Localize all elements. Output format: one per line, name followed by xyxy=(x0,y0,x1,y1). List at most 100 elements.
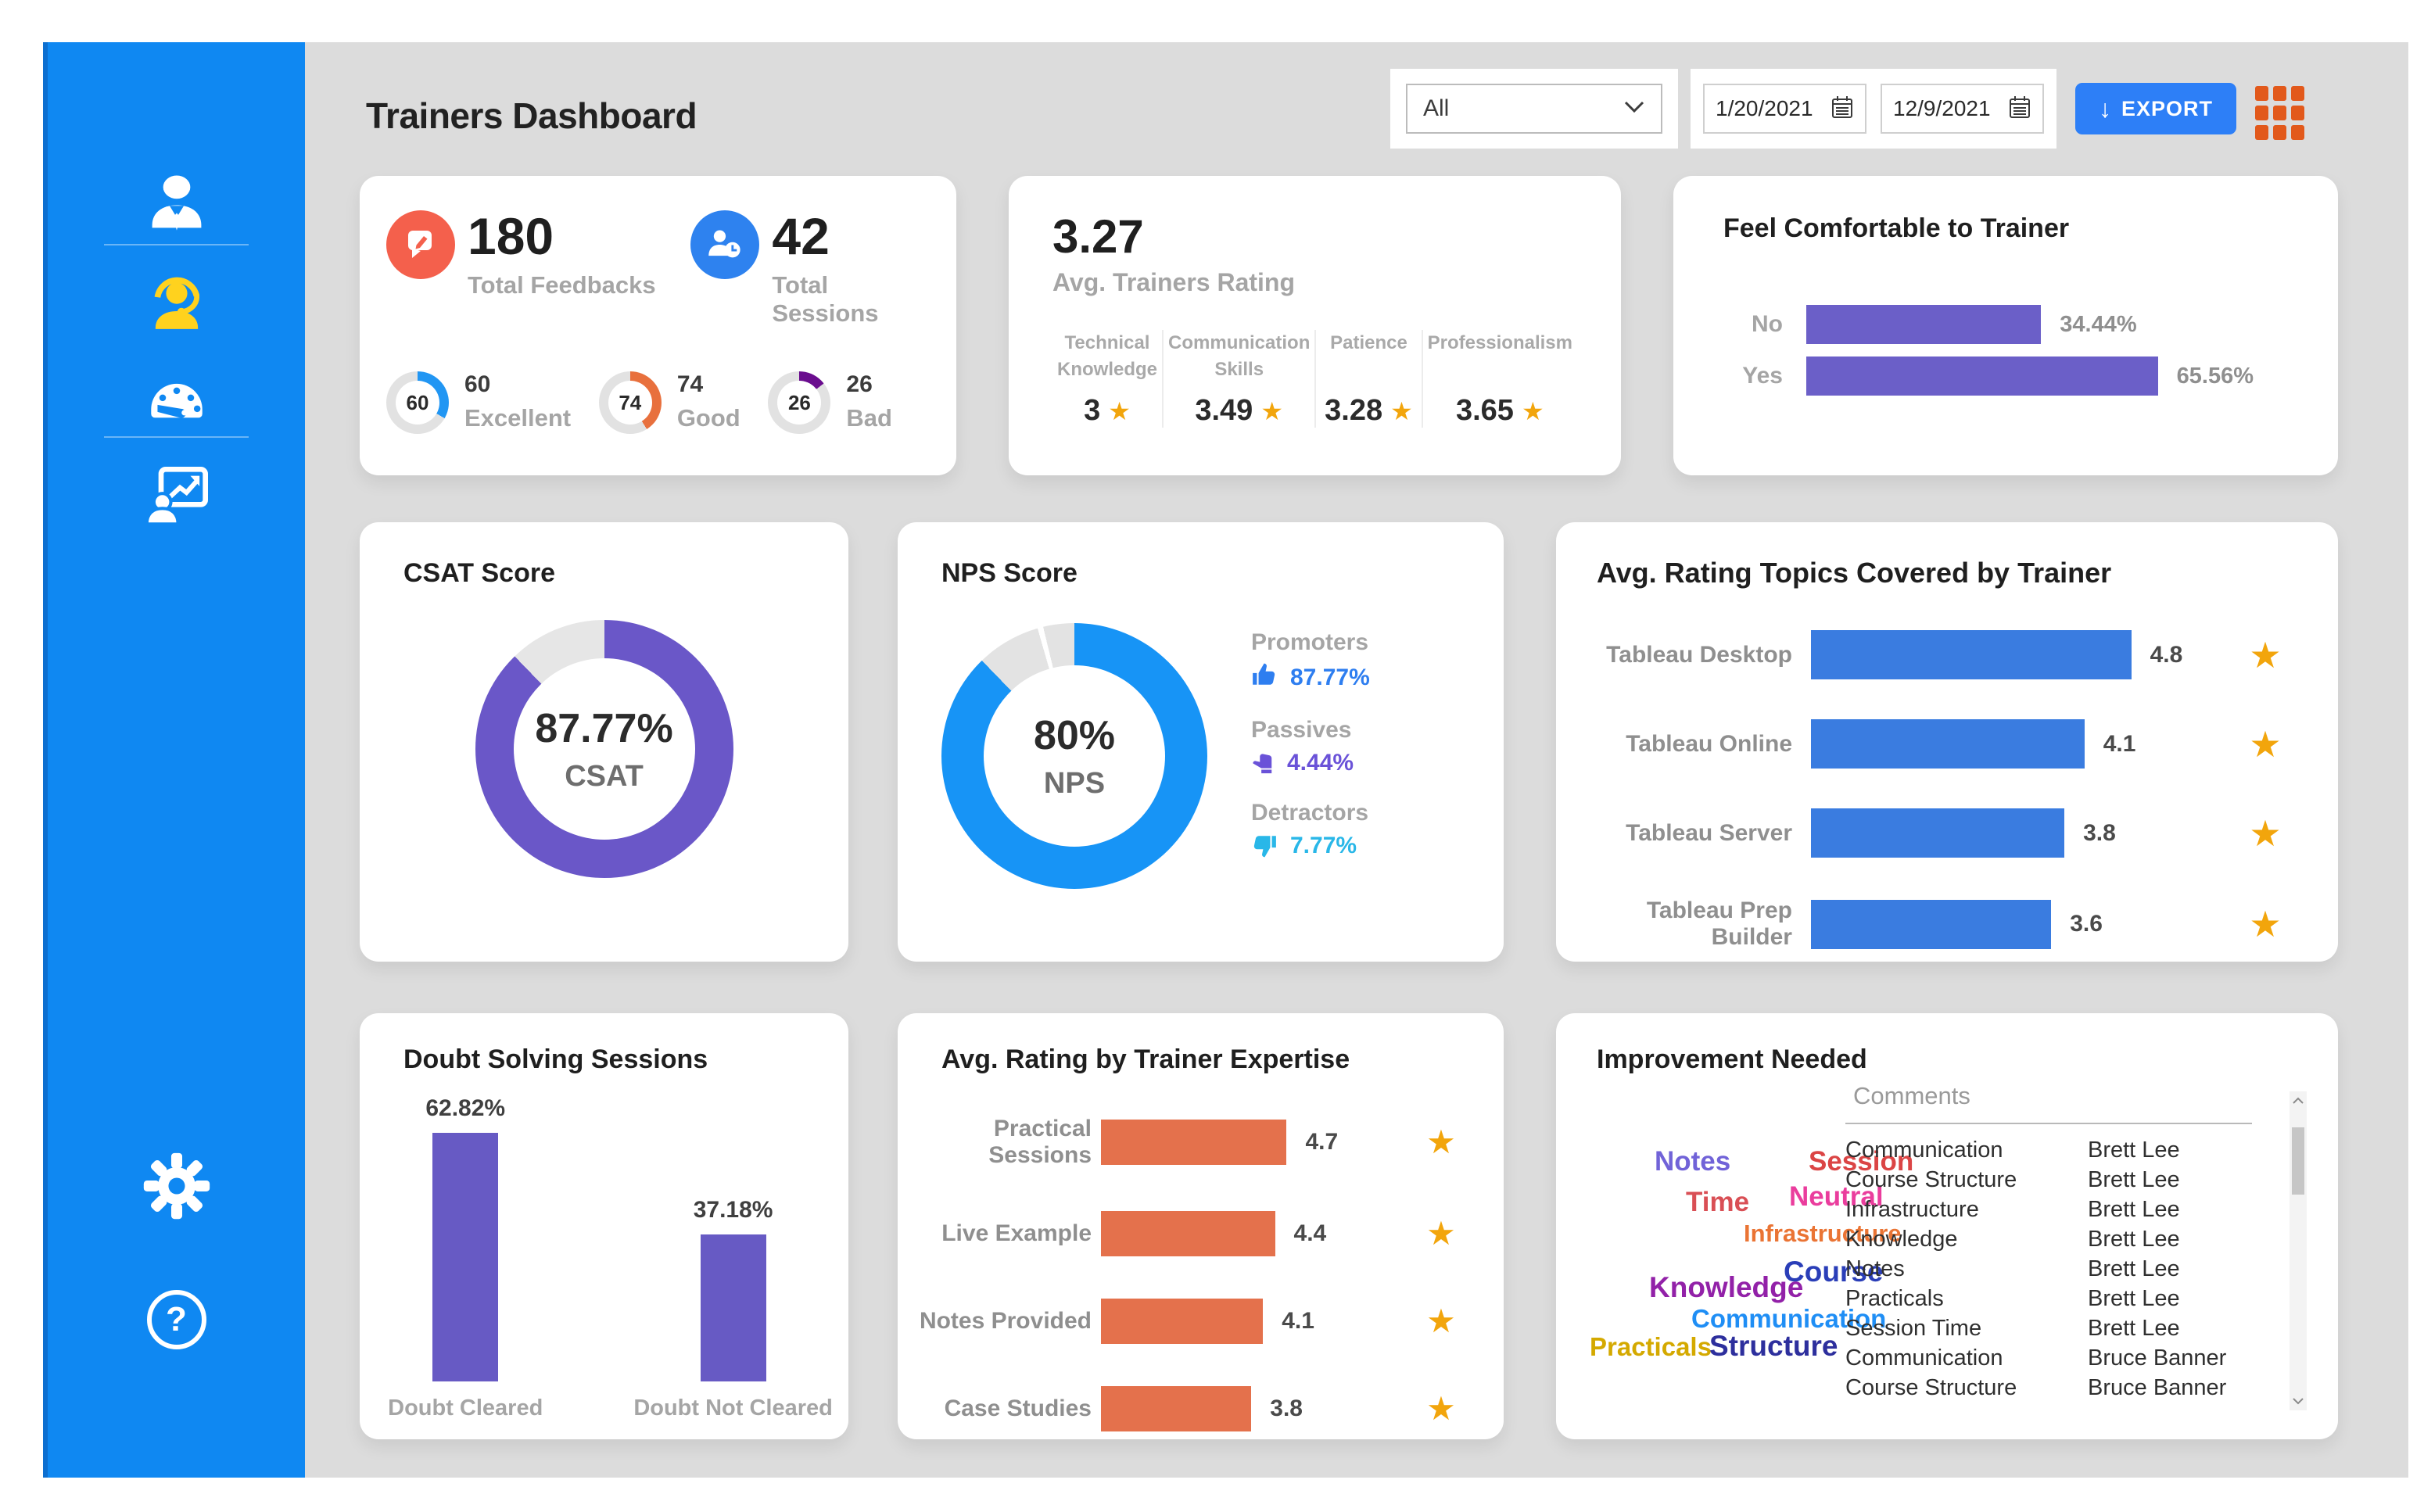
word-cloud-item[interactable]: Communication xyxy=(1691,1304,1887,1333)
good-label: Good xyxy=(676,404,740,432)
bar-practical-sessions[interactable] xyxy=(1101,1120,1287,1165)
star-icon: ★ xyxy=(2249,904,2282,944)
comments-table: Comments Communication Brett Lee Course S… xyxy=(1845,1082,2252,1403)
bad-donut-value: 26 xyxy=(777,381,822,425)
table-row[interactable]: Practicals Brett Lee xyxy=(1845,1285,2180,1311)
bar-tableau-desktop[interactable] xyxy=(1811,630,2132,679)
bar-notes-provided[interactable] xyxy=(1101,1299,1264,1344)
word-cloud-item[interactable]: Notes xyxy=(1655,1146,1731,1177)
nps-legend: Promoters 87.77% Passives xyxy=(1251,629,1370,889)
word-cloud-item[interactable]: Course xyxy=(1784,1256,1884,1288)
calendar-icon[interactable] xyxy=(2008,95,2031,124)
sidebar-item-settings[interactable] xyxy=(142,1151,212,1225)
good-mini-donut[interactable]: 74 xyxy=(598,371,662,434)
word-cloud-item[interactable]: Knowledge xyxy=(1649,1271,1804,1303)
bar-doubt-not-cleared[interactable] xyxy=(700,1234,766,1381)
card-title: NPS Score xyxy=(941,558,1078,588)
sidebar-divider xyxy=(104,436,249,438)
sidebar: ? xyxy=(43,42,305,1478)
star-icon: ★ xyxy=(1260,396,1284,425)
bar-doubt-cleared[interactable] xyxy=(432,1133,499,1381)
table-row[interactable]: Notes Brett Lee xyxy=(1845,1256,2180,1281)
star-icon: ★ xyxy=(2249,723,2282,765)
technical-knowledge-value: 3 xyxy=(1084,394,1101,427)
date-from-input[interactable]: 1/20/2021 xyxy=(1703,84,1866,134)
passives-value: 4.44% xyxy=(1287,750,1354,776)
bar-yes[interactable] xyxy=(1806,357,2158,396)
scroll-down-arrow[interactable] xyxy=(2290,1392,2307,1410)
sidebar-item-training[interactable] xyxy=(143,463,210,529)
detractors-value: 7.77% xyxy=(1290,833,1357,858)
bar-case-studies[interactable] xyxy=(1101,1386,1252,1431)
bar-tableau-online[interactable] xyxy=(1811,719,2085,769)
export-button[interactable]: ↓ EXPORT xyxy=(2075,83,2236,134)
bad-value: 26 xyxy=(846,371,873,397)
nps-label: NPS xyxy=(1043,766,1106,800)
sidebar-item-trainers[interactable] xyxy=(145,174,209,237)
page-title: Trainers Dashboard xyxy=(366,95,697,136)
export-label: EXPORT xyxy=(2121,96,2214,120)
star-icon: ★ xyxy=(2249,812,2282,854)
chart-row-yes: Yes 65.56% xyxy=(1723,357,2307,396)
excellent-label: Excellent xyxy=(464,404,572,432)
chart-row-no: No 34.44% xyxy=(1723,305,2307,344)
bar-tableau-server[interactable] xyxy=(1811,808,2065,858)
nps-value: 80% xyxy=(1033,712,1116,758)
date-range-panel: 1/20/2021 12/9/2021 xyxy=(1691,69,2056,149)
nps-donut-chart[interactable]: 80% NPS xyxy=(941,623,1207,889)
calendar-icon[interactable] xyxy=(1831,95,1854,124)
word-cloud-item[interactable]: Neutral xyxy=(1789,1181,1884,1212)
download-arrow-icon: ↓ xyxy=(2098,94,2112,123)
table-row[interactable]: Course Structure Bruce Banner xyxy=(1845,1374,2227,1400)
chart-row: Tableau Server 3.8 ★ xyxy=(1597,808,2300,858)
word-cloud-item[interactable]: Structure xyxy=(1709,1330,1838,1362)
star-icon: ★ xyxy=(1426,1123,1456,1160)
scroll-up-arrow[interactable] xyxy=(2290,1091,2307,1110)
bar-tableau-prep-builder[interactable] xyxy=(1811,899,2052,949)
feel-comfortable-card: Feel Comfortable to Trainer No 34.44% Ye… xyxy=(1673,176,2338,475)
sidebar-item-support[interactable] xyxy=(145,272,209,337)
card-title: CSAT Score xyxy=(403,558,555,588)
bar-no-value: 34.44% xyxy=(2060,311,2137,337)
total-sessions-label: Total Sessions xyxy=(772,271,879,327)
table-row[interactable]: Knowledge Brett Lee xyxy=(1845,1226,2180,1252)
excellent-mini-donut[interactable]: 60 xyxy=(386,371,449,434)
table-row[interactable]: Communication Bruce Banner xyxy=(1845,1345,2227,1370)
csat-donut-chart[interactable]: 87.77% CSAT xyxy=(475,620,733,878)
legend-promoters: Promoters 87.77% xyxy=(1251,629,1370,693)
total-feedbacks-value: 180 xyxy=(468,207,554,265)
word-cloud-item[interactable]: Session xyxy=(1809,1146,1914,1177)
chart-row: Live Example 4.4 ★ xyxy=(913,1211,1472,1256)
word-cloud-item[interactable]: Time xyxy=(1686,1187,1750,1217)
chart-column-cleared: 62.82% Doubt Cleared xyxy=(388,1095,543,1421)
word-cloud-item[interactable]: Infrastructure xyxy=(1744,1220,1902,1247)
bad-mini-donut[interactable]: 26 xyxy=(768,371,831,434)
date-to-input[interactable]: 12/9/2021 xyxy=(1881,84,2044,134)
scrollbar-thumb[interactable] xyxy=(2292,1127,2304,1195)
word-cloud-item[interactable]: Practicals xyxy=(1590,1332,1712,1361)
excellent-value: 60 xyxy=(464,371,491,397)
improvement-needed-card: Improvement Needed Notes Session Time Ne… xyxy=(1556,1013,2338,1439)
star-icon: ★ xyxy=(1390,396,1413,425)
csat-label: CSAT xyxy=(565,759,644,793)
bar-live-example[interactable] xyxy=(1101,1211,1275,1256)
apps-grid-icon[interactable] xyxy=(2255,86,2304,140)
trainer-filter-select[interactable]: All xyxy=(1406,84,1662,134)
total-sessions-kpi: 42 Total Sessions xyxy=(690,210,913,328)
table-row[interactable]: Infrastructure Brett Lee xyxy=(1845,1196,2180,1222)
excellent-feedback-stat: 60 60 Excellent xyxy=(386,371,571,434)
dashboard-canvas: Trainers Dashboard All 1/20/2021 xyxy=(305,42,2408,1478)
sidebar-item-dashboard[interactable] xyxy=(145,366,209,426)
comfort-bar-chart: No 34.44% Yes 65.56% xyxy=(1723,305,2307,396)
feedback-icon xyxy=(386,210,455,279)
table-row[interactable]: Session Time Brett Lee xyxy=(1845,1315,2180,1341)
trainer-filter-panel: All xyxy=(1390,69,1678,149)
date-from-value: 1/20/2021 xyxy=(1716,96,1813,120)
nps-score-card: NPS Score 80% NPS Promoters xyxy=(898,522,1504,962)
table-row[interactable]: Course Structure Brett Lee xyxy=(1845,1166,2180,1192)
table-row[interactable]: Communication Brett Lee xyxy=(1845,1137,2180,1163)
comments-scrollbar[interactable] xyxy=(2290,1091,2307,1410)
sidebar-item-help[interactable]: ? xyxy=(146,1290,206,1349)
bar-no[interactable] xyxy=(1806,305,2042,344)
communication-skills-value: 3.49 xyxy=(1195,394,1253,427)
